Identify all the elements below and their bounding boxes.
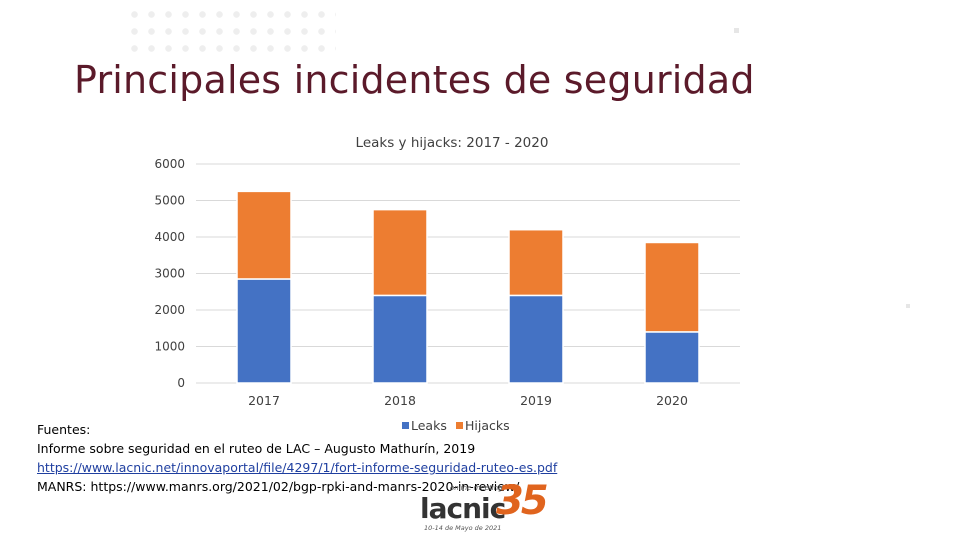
- sources-block: Fuentes: Informe sobre seguridad en el r…: [37, 420, 557, 496]
- y-axis-labels: 0 1000 2000 3000 4000 5000 6000: [154, 157, 185, 390]
- slide-title: Principales incidentes de seguridad: [74, 58, 755, 102]
- bars: [236, 190, 700, 384]
- logo-wordmark: lacnic: [420, 492, 506, 525]
- y-tick-label: 4000: [154, 230, 185, 244]
- logo-dates: 10-14 de Mayo de 2021: [424, 524, 502, 532]
- sources-label: Fuentes:: [37, 422, 91, 437]
- bar-hijacks-2018: [372, 208, 428, 297]
- x-tick-label: 2017: [248, 393, 280, 408]
- bar-leaks-2017: [236, 278, 292, 384]
- bar-hijacks-2019: [508, 228, 564, 297]
- bar-leaks-2020: [644, 331, 700, 384]
- x-tick-label: 2020: [656, 393, 688, 408]
- y-tick-label: 0: [177, 376, 185, 390]
- legend-label-hijacks: Hijacks: [465, 418, 510, 433]
- logo-number: 35: [496, 478, 549, 524]
- y-tick-label: 6000: [154, 157, 185, 171]
- source-line-2: MANRS: https://www.manrs.org/2021/02/bgp…: [37, 479, 520, 494]
- source-link-1[interactable]: https://www.lacnic.net/innovaportal/file…: [37, 460, 558, 475]
- legend: Leaks Hijacks: [402, 418, 510, 433]
- x-tick-label: 2019: [520, 393, 552, 408]
- bar-leaks-2018: [372, 294, 428, 384]
- decorative-dot-grid: [126, 6, 336, 56]
- decorative-dot: [906, 304, 910, 308]
- bar-leaks-2019: [508, 294, 564, 384]
- chart-title: Leaks y hijacks: 2017 - 2020: [356, 135, 549, 151]
- y-tick-label: 1000: [154, 340, 185, 354]
- legend-swatch-leaks: [402, 422, 409, 429]
- lacnic-logo: online meeting lacnic 35 10-14 de Mayo d…: [420, 478, 549, 532]
- y-tick-label: 3000: [154, 267, 185, 281]
- source-line-1: Informe sobre seguridad en el ruteo de L…: [37, 441, 476, 456]
- x-axis-labels: 2017 2018 2019 2020: [248, 393, 688, 408]
- bar-hijacks-2020: [644, 241, 700, 333]
- legend-swatch-hijacks: [456, 422, 463, 429]
- legend-label-leaks: Leaks: [411, 418, 447, 433]
- logo-tagline: online meeting: [450, 484, 503, 492]
- x-tick-label: 2018: [384, 393, 416, 408]
- bar-hijacks-2017: [236, 190, 292, 280]
- decorative-dot: [734, 28, 739, 33]
- y-tick-label: 2000: [154, 303, 185, 317]
- y-tick-label: 5000: [154, 194, 185, 208]
